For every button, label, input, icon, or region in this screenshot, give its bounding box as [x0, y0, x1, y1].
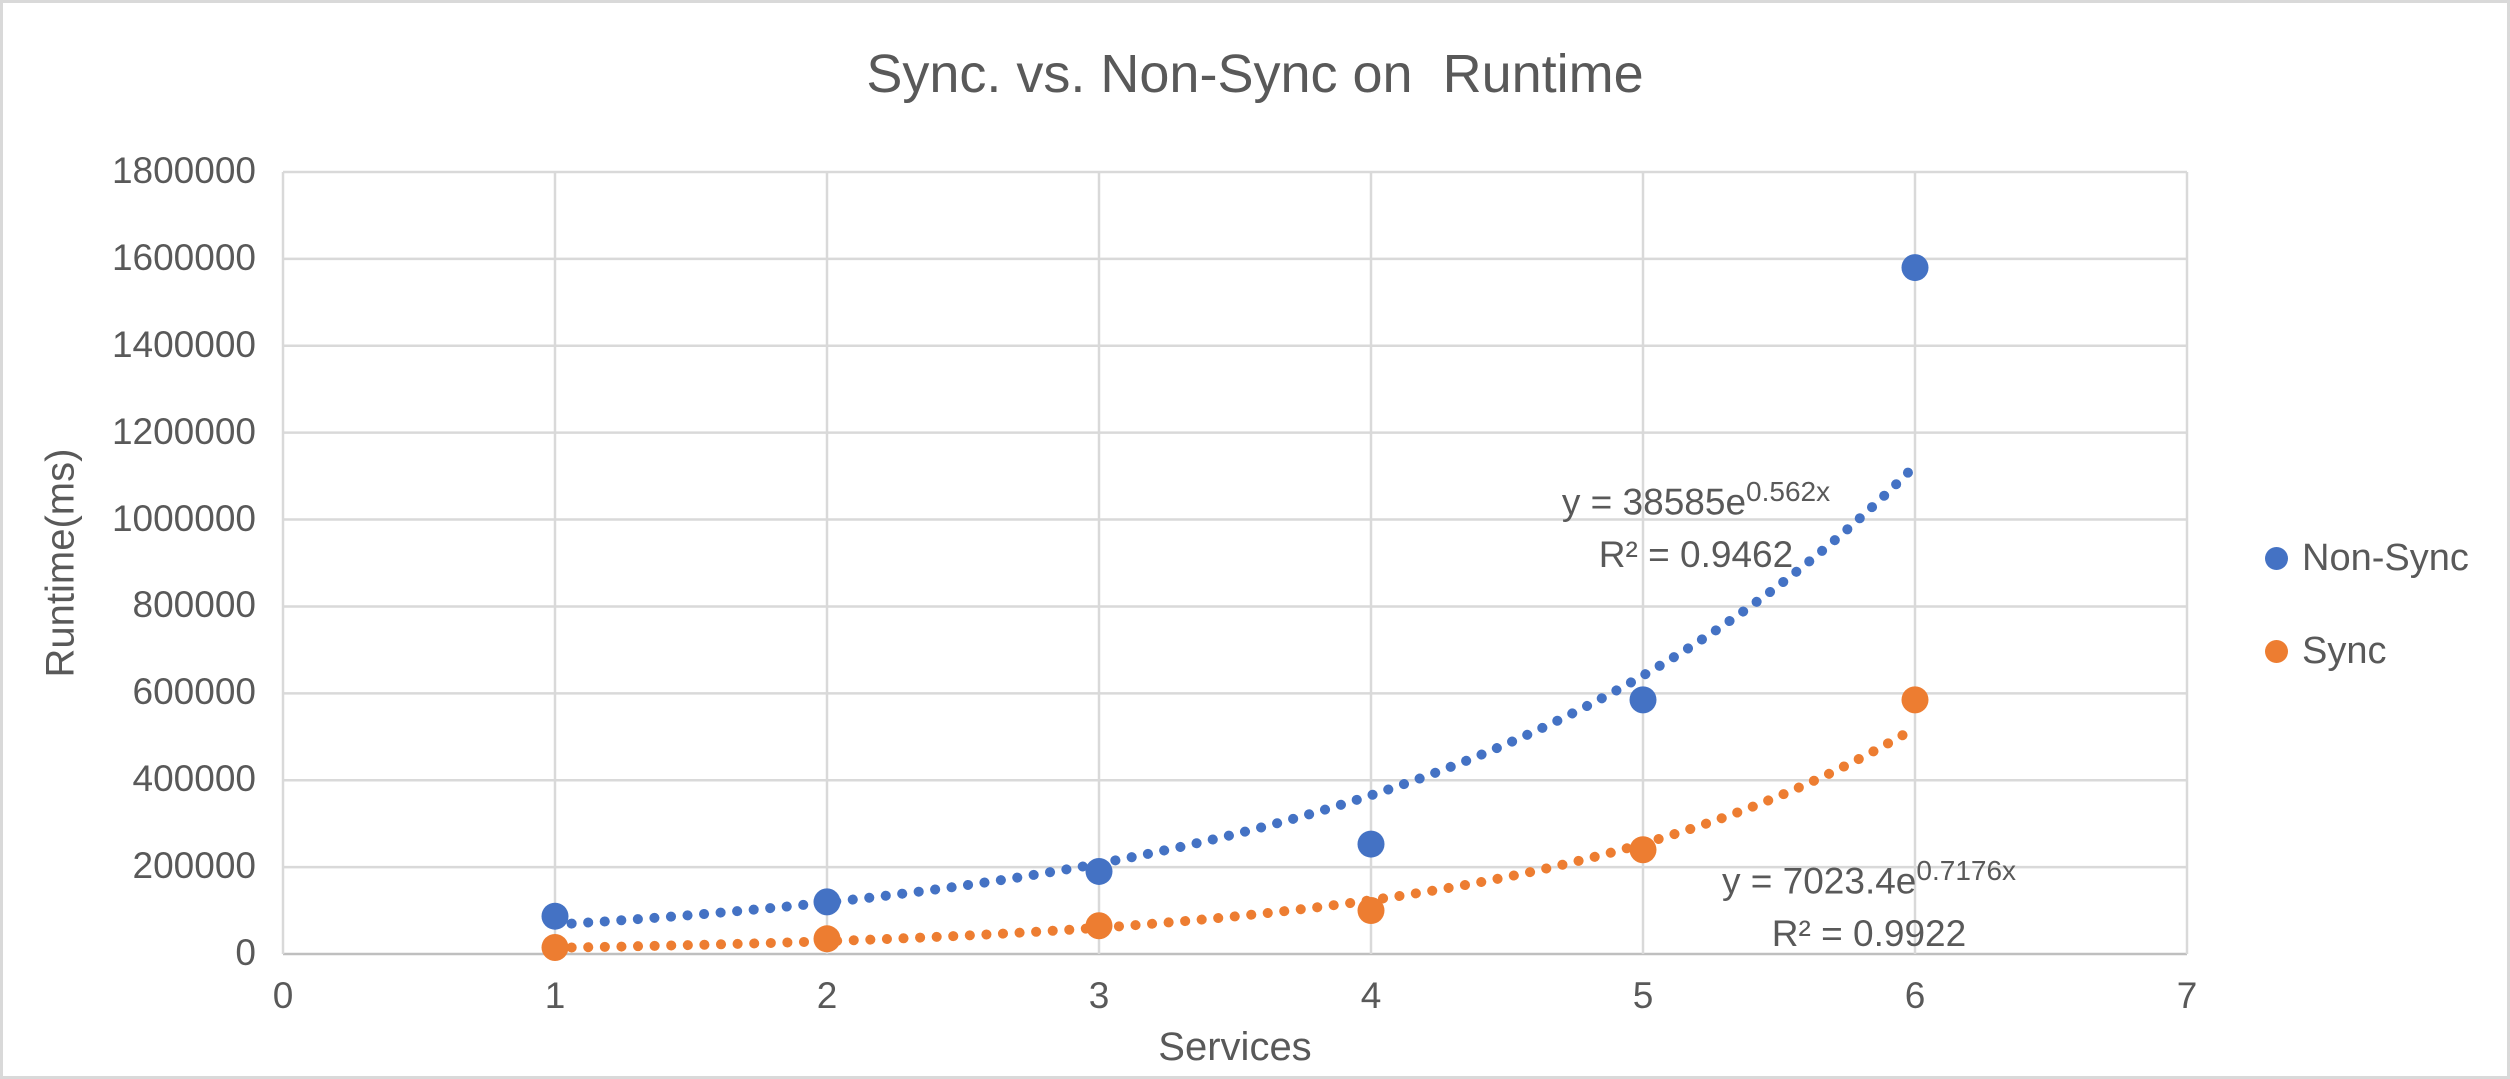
- sync-circle-icon: [2265, 640, 2288, 663]
- y-tick-label: 0: [235, 932, 256, 973]
- x-tick-label: 0: [272, 975, 294, 1016]
- y-tick-label: 1800000: [111, 150, 256, 191]
- data-point-non-sync[interactable]: [541, 902, 569, 930]
- data-point-non-sync[interactable]: [1901, 254, 1929, 282]
- y-tick-label: 1400000: [111, 323, 256, 365]
- r-squared-line: R² = 0.9922: [1771, 913, 1967, 955]
- trendline-equation-non-sync: y = 38585e0.562x R² = 0.9462: [1562, 465, 1830, 581]
- chart-title: Sync. vs. Non-Sync on Runtime: [866, 44, 1644, 104]
- x-tick-label: 2: [816, 975, 838, 1016]
- y-axis-title: Runtime(ms): [38, 448, 83, 678]
- data-point-non-sync[interactable]: [813, 888, 841, 916]
- legend-item-non-sync[interactable]: Non-Sync: [2265, 537, 2469, 580]
- equation-exponent: 0.7176x: [1916, 855, 2017, 886]
- y-tick-label: 1600000: [111, 236, 256, 278]
- equation-line: y = 38585e0.562x: [1561, 476, 1831, 523]
- y-tick-label: 800000: [132, 584, 256, 626]
- legend-item-sync[interactable]: Sync: [2265, 630, 2469, 673]
- x-tick-label: 7: [2176, 975, 2198, 1016]
- r-squared-line: R² = 0.9462: [1598, 534, 1794, 576]
- equation-exponent: 0.562x: [1746, 476, 1831, 507]
- data-point-sync[interactable]: [1629, 836, 1657, 864]
- data-point-non-sync[interactable]: [1357, 830, 1385, 858]
- legend: Non-Sync Sync: [2265, 537, 2469, 723]
- data-point-sync[interactable]: [1901, 686, 1929, 714]
- y-tick-label: 400000: [132, 758, 256, 800]
- trendline-sync[interactable]: [550, 722, 1920, 953]
- data-point-non-sync[interactable]: [1085, 857, 1113, 885]
- trendline-non-sync[interactable]: [550, 460, 1920, 930]
- x-tick-label: 6: [1904, 975, 1926, 1016]
- data-point-sync[interactable]: [813, 925, 841, 953]
- data-point-sync[interactable]: [1357, 897, 1385, 925]
- data-point-sync[interactable]: [541, 933, 569, 961]
- x-tick-label: 4: [1360, 975, 1382, 1016]
- y-tick-label: 1000000: [111, 497, 256, 539]
- trendline-equation-sync: y = 7023.4e0.7176x R² = 0.9922: [1722, 844, 2016, 960]
- x-tick-label: 3: [1088, 975, 1110, 1016]
- y-tick-label: 1200000: [111, 410, 256, 452]
- x-axis-title: Services: [1158, 1025, 1312, 1069]
- x-tick-label: 1: [544, 975, 566, 1016]
- equation-line: y = 7023.4e0.7176x: [1721, 855, 2017, 902]
- y-tick-label: 600000: [132, 671, 256, 713]
- data-point-sync[interactable]: [1085, 912, 1113, 940]
- x-tick-label: 5: [1632, 975, 1654, 1016]
- y-tick-label: 200000: [132, 845, 256, 887]
- data-point-non-sync[interactable]: [1629, 686, 1657, 714]
- non-sync-circle-icon: [2265, 547, 2288, 570]
- plot-area: [281, 170, 2189, 961]
